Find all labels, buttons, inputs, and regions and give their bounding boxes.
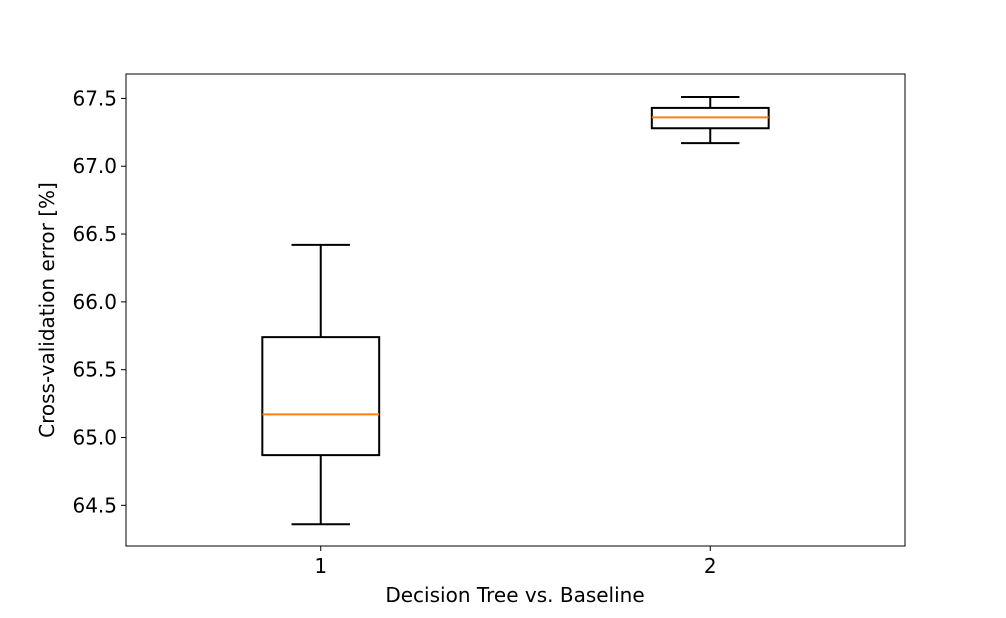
- y-tick-label: 67.0: [72, 154, 117, 178]
- box-1: [261, 243, 381, 526]
- box-2: [650, 96, 770, 145]
- y-tick-label: 65.0: [72, 425, 117, 449]
- x-axis-label: Decision Tree vs. Baseline: [385, 583, 644, 607]
- y-tick-label: 64.5: [72, 493, 117, 517]
- y-tick-label: 66.5: [72, 222, 117, 246]
- y-tick-label: 66.0: [72, 290, 117, 314]
- y-tick-label: 65.5: [72, 358, 117, 382]
- y-axis-label: Cross-validation error [%]: [35, 182, 59, 438]
- x-tick-label: 1: [314, 554, 327, 578]
- box-marks: [261, 96, 770, 526]
- y-axis-ticks: 64.5 65.0 65.5 66.0 66.5 67.0 67.5: [72, 86, 126, 517]
- x-tick-label: 2: [704, 554, 717, 578]
- plot-area: [125, 73, 906, 547]
- box-body: [261, 336, 381, 457]
- y-tick-label: 67.5: [72, 86, 117, 110]
